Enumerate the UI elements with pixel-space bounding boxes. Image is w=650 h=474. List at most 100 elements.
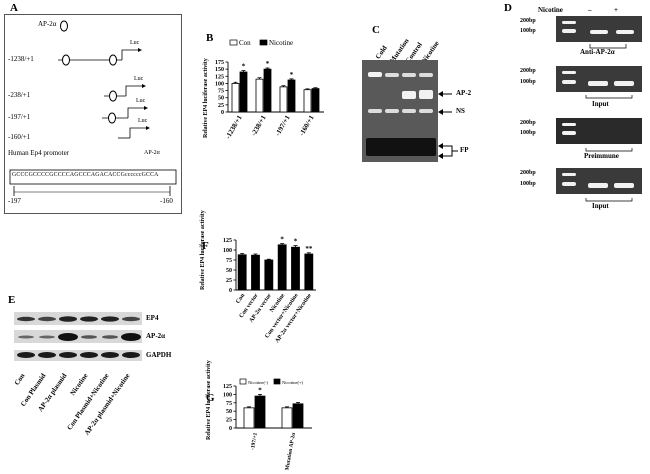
bar <box>243 407 255 429</box>
blot-label-ap2: AP-2α <box>146 332 166 340</box>
y-tick-label: 25 <box>218 103 224 109</box>
luc-label: Luc <box>130 40 140 46</box>
bar <box>291 246 300 291</box>
bar <box>277 244 287 291</box>
construct-label: -238/+1 <box>8 91 31 99</box>
construct-label: -160/+1 <box>8 133 31 141</box>
seq-end: -160 <box>160 197 173 205</box>
promoter-diagram <box>9 20 177 196</box>
promoter-title: Human Ep4 promoter <box>8 149 70 157</box>
site-label: AP-2α <box>144 150 160 156</box>
panel-label-a: A <box>10 2 18 14</box>
y-tick-label: 100 <box>215 81 224 87</box>
chart-g: 0 25 50 75 100 125 * -197/+1 Mutation AP-2α Nicot… <box>223 378 312 471</box>
legend-label: Nicotine(-) <box>248 380 268 385</box>
arrow-label-fp: FP <box>460 146 469 154</box>
legend-swatch <box>259 39 268 46</box>
western-bands <box>17 316 141 358</box>
significance-star: * <box>258 386 262 394</box>
x-tick-label: Mutation AP-2α <box>284 431 297 470</box>
western-blot-gapdh <box>14 350 142 361</box>
luc-label: Luc <box>134 76 144 82</box>
size-marker: 100bp <box>520 79 536 85</box>
y-tick-label: 125 <box>223 238 232 244</box>
panel-a-box <box>4 14 182 214</box>
ap2-oval <box>109 54 117 66</box>
gel-brackets <box>585 44 633 202</box>
size-marker: 100bp <box>520 28 536 34</box>
construct-label: -197/+1 <box>8 113 31 121</box>
legend-label: Con <box>239 39 251 47</box>
panel-label-e: E <box>8 294 16 306</box>
x-tick-label: -197/+1 <box>250 432 259 451</box>
y-tick-label: 75 <box>218 89 224 95</box>
y-tick-label: 75 <box>226 258 232 264</box>
arrow-label-ap2: AP-2 <box>456 89 472 97</box>
significance-star: * <box>290 71 294 79</box>
x-tick-label: -238/+1 <box>250 114 268 138</box>
bar <box>304 253 314 291</box>
y-tick-label: 0 <box>221 110 224 116</box>
gel-caption: Input <box>592 100 609 108</box>
nicotine-label: Nicotine <box>538 6 563 14</box>
ap2-oval <box>62 54 70 66</box>
chart-f-ylabel: Relative EP4 luciferase activity <box>200 210 206 290</box>
bar <box>281 407 293 429</box>
y-tick-label: 50 <box>218 96 224 102</box>
legend-swatch <box>273 378 281 385</box>
y-tick-label: 0 <box>229 288 232 294</box>
bar <box>251 254 260 291</box>
ap2-oval <box>109 90 117 102</box>
y-tick-label: 175 <box>215 60 224 66</box>
significance-star: * <box>280 236 284 244</box>
y-tick-label: 25 <box>226 418 232 424</box>
y-tick-label: 100 <box>223 392 232 398</box>
panel-label-c: C <box>372 24 380 36</box>
y-tick-label: 50 <box>226 409 232 415</box>
y-tick-label: 125 <box>215 74 224 80</box>
panel-label-d: D <box>504 2 512 14</box>
ap2-oval-legend <box>60 20 68 32</box>
arrow-label-ns: NS <box>456 107 465 115</box>
significance-star: * <box>294 238 298 246</box>
size-marker: 200bp <box>520 68 536 74</box>
luc-label: Luc <box>136 98 146 104</box>
bar <box>303 89 312 113</box>
bar <box>279 86 288 113</box>
gel-caption: Preimmune <box>584 152 619 160</box>
size-marker: 100bp <box>520 130 536 136</box>
size-marker: 100bp <box>520 181 536 187</box>
western-blot-ap2 <box>14 330 142 343</box>
gel-caption: Input <box>592 202 609 210</box>
construct-label: -1238/+1 <box>8 55 34 63</box>
panel-label-g: G <box>206 392 215 404</box>
blot-label-ep4: EP4 <box>146 314 159 322</box>
bar <box>264 259 274 291</box>
bar <box>255 78 264 113</box>
y-tick-label: 100 <box>223 248 232 254</box>
size-marker: 200bp <box>520 18 536 24</box>
legend-label: Nicotine <box>269 39 293 47</box>
x-tick-label: Con <box>235 292 246 305</box>
bar <box>311 88 320 113</box>
panel-label-f: F <box>202 240 209 252</box>
chart-g-ylabel: Relative EP4 luciferase activity <box>206 360 212 440</box>
y-tick-label: 150 <box>215 67 224 73</box>
y-tick-label: 50 <box>226 268 232 274</box>
significance-star: * <box>266 60 270 68</box>
size-marker: 200bp <box>520 120 536 126</box>
emsa-arrows <box>438 91 458 159</box>
promoter-sequence: GCCCGCCCCGCCCCAGCCCAGACACCGccccccGCCA <box>12 172 159 178</box>
panel-label-b: B <box>206 32 214 44</box>
gel-caption: Anti-AP-2α <box>580 48 615 56</box>
luc-label: Luc <box>138 118 148 124</box>
bar <box>263 68 272 113</box>
chip-gel <box>556 66 642 92</box>
y-tick-label: 25 <box>226 278 232 284</box>
ap2-oval <box>108 112 116 124</box>
bar <box>287 79 296 113</box>
nicotine-plus: + <box>614 6 618 14</box>
bar <box>254 395 266 429</box>
